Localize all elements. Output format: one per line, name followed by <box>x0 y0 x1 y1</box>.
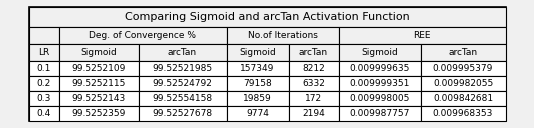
Bar <box>339 44 420 61</box>
Text: 19859: 19859 <box>243 94 272 103</box>
Text: 0.009842681: 0.009842681 <box>433 94 493 103</box>
Text: Sigmoid: Sigmoid <box>80 48 117 57</box>
Bar <box>288 61 339 76</box>
Bar <box>339 61 420 76</box>
Text: 8212: 8212 <box>302 64 325 73</box>
Text: 0.3: 0.3 <box>36 94 51 103</box>
Bar <box>420 106 506 121</box>
Text: 172: 172 <box>305 94 322 103</box>
Bar <box>59 27 226 44</box>
Bar <box>59 91 138 106</box>
Bar <box>226 61 288 76</box>
Bar <box>420 44 506 61</box>
Bar <box>28 7 506 27</box>
Text: 99.52521985: 99.52521985 <box>152 64 213 73</box>
Bar <box>420 91 506 106</box>
Bar <box>28 61 59 76</box>
Text: Deg. of Convergence %: Deg. of Convergence % <box>89 31 196 40</box>
Bar <box>59 106 138 121</box>
Bar <box>226 106 288 121</box>
Bar <box>59 44 138 61</box>
Text: 99.5252109: 99.5252109 <box>72 64 125 73</box>
Bar <box>339 76 420 91</box>
Bar <box>138 61 226 76</box>
Bar <box>288 44 339 61</box>
Text: 0.009987757: 0.009987757 <box>349 109 410 118</box>
Bar <box>138 106 226 121</box>
Text: 0.009995379: 0.009995379 <box>433 64 493 73</box>
Text: 99.5252115: 99.5252115 <box>72 79 125 88</box>
Text: 79158: 79158 <box>243 79 272 88</box>
Text: Comparing Sigmoid and arcTan Activation Function: Comparing Sigmoid and arcTan Activation … <box>124 12 410 22</box>
Text: arcTan: arcTan <box>449 48 477 57</box>
Text: arcTan: arcTan <box>299 48 328 57</box>
Text: 99.52554158: 99.52554158 <box>152 94 213 103</box>
Text: LR: LR <box>38 48 49 57</box>
Bar <box>420 76 506 91</box>
Text: 0.009999635: 0.009999635 <box>349 64 410 73</box>
Bar <box>226 44 288 61</box>
Bar <box>28 7 506 121</box>
Text: 99.5252143: 99.5252143 <box>72 94 125 103</box>
Text: 99.5252359: 99.5252359 <box>72 109 125 118</box>
Text: No.of Iterations: No.of Iterations <box>248 31 317 40</box>
Text: 9774: 9774 <box>246 109 269 118</box>
Text: REE: REE <box>413 31 431 40</box>
Text: 0.009999351: 0.009999351 <box>349 79 410 88</box>
Bar <box>59 76 138 91</box>
Text: 6332: 6332 <box>302 79 325 88</box>
Bar <box>288 91 339 106</box>
Bar <box>28 91 59 106</box>
Bar <box>339 91 420 106</box>
Bar <box>226 27 339 44</box>
Bar <box>226 76 288 91</box>
Bar <box>28 27 59 44</box>
Bar <box>138 91 226 106</box>
Bar <box>226 91 288 106</box>
Bar <box>339 27 506 44</box>
Text: 99.52527678: 99.52527678 <box>152 109 213 118</box>
Text: Sigmoid: Sigmoid <box>361 48 398 57</box>
Text: arcTan: arcTan <box>168 48 197 57</box>
Text: 0.1: 0.1 <box>36 64 51 73</box>
Text: 0.2: 0.2 <box>36 79 51 88</box>
Text: 0.009968353: 0.009968353 <box>433 109 493 118</box>
Text: 0.009998005: 0.009998005 <box>349 94 410 103</box>
Bar <box>28 76 59 91</box>
Bar <box>28 44 59 61</box>
Text: 99.52524792: 99.52524792 <box>153 79 213 88</box>
Bar <box>28 106 59 121</box>
Text: 0.4: 0.4 <box>36 109 51 118</box>
Bar <box>420 61 506 76</box>
Bar <box>59 61 138 76</box>
Text: Sigmoid: Sigmoid <box>239 48 276 57</box>
Text: 0.009982055: 0.009982055 <box>433 79 493 88</box>
Bar <box>288 106 339 121</box>
Bar <box>138 76 226 91</box>
Bar <box>339 106 420 121</box>
Text: 2194: 2194 <box>302 109 325 118</box>
Bar <box>288 76 339 91</box>
Bar <box>138 44 226 61</box>
Text: 157349: 157349 <box>240 64 274 73</box>
